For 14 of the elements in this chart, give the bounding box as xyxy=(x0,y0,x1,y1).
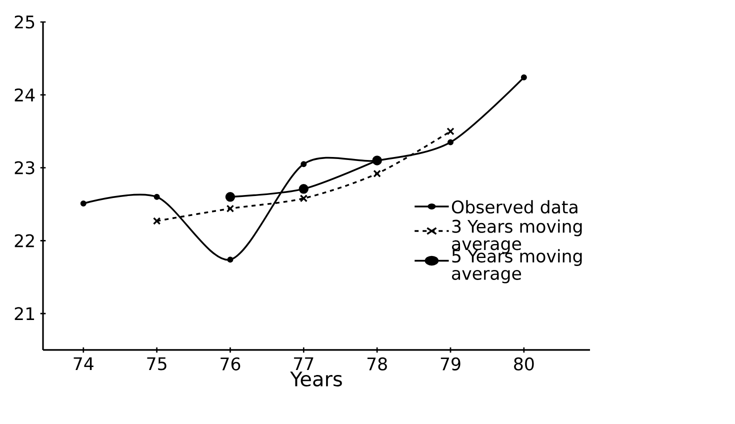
y-tick-label: 25 xyxy=(14,15,34,29)
x-tick-label: 78 xyxy=(367,357,387,370)
y-tick-label: 22 xyxy=(14,234,34,248)
x-tick-label: 79 xyxy=(440,357,460,370)
x-tick-label: 77 xyxy=(294,357,314,370)
y-tick-label: 23 xyxy=(14,161,34,174)
x-tick-label: 75 xyxy=(147,357,166,370)
y-tick-label: 21 xyxy=(14,307,34,320)
x-tick-label: 76 xyxy=(220,357,240,370)
x-axis-title: Years xyxy=(290,372,342,386)
x-tick-label: 74 xyxy=(74,357,94,370)
y-tick-label: 24 xyxy=(14,88,35,102)
legend-label: Observed data xyxy=(452,200,578,214)
x-tick-label: 80 xyxy=(514,357,534,370)
